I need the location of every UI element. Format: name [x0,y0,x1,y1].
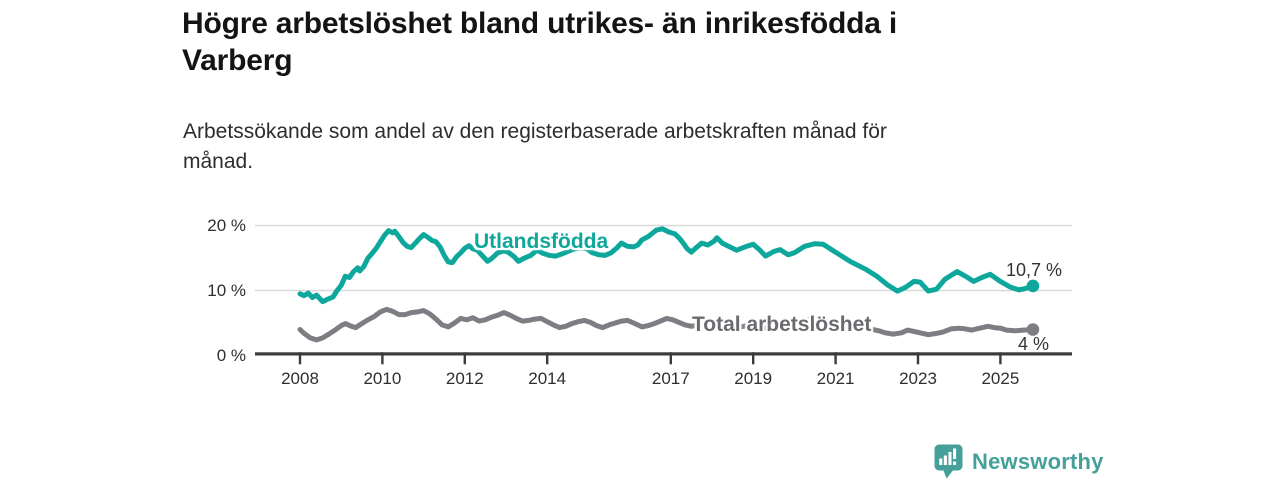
newsworthy-logo: Newsworthy [934,444,1104,480]
x-axis-tick-label: 2023 [899,369,937,388]
y-axis-tick-label: 10 % [207,280,246,300]
x-axis-tick-label: 2019 [734,369,773,388]
series-label-utlandsfodda: Utlandsfödda [474,230,609,253]
page-title: Högre arbetslöshet bland utrikes- än inr… [182,5,1082,79]
chart-subtitle-line-2: månad. [183,150,254,173]
chart-subtitle: Arbetssökande som andel av den registerb… [183,117,1083,177]
y-axis-tick-label: 0 % [216,345,246,365]
x-axis-tick-label: 2012 [445,369,484,388]
page-title-line-1: Högre arbetslöshet bland utrikes- än inr… [182,7,897,40]
x-axis-tick-label: 2014 [528,369,567,388]
x-axis-tick-label: 2025 [981,369,1020,388]
page-title-line-2: Varberg [182,44,293,77]
end-value-label-utlandsfodda: 10,7 % [1006,260,1063,280]
end-value-label-total: 4 % [1018,334,1050,354]
x-axis-tick-label: 2010 [363,369,402,388]
newsworthy-speech-bubble-bar-chart-icon [934,444,963,479]
x-axis-tick-label: 2017 [651,369,690,388]
y-axis-tick-label: 20 % [207,215,246,235]
x-axis-tick-label: 2008 [281,369,319,388]
x-axis-tick-label: 2021 [816,369,855,388]
newsworthy-logo-text: Newsworthy [972,449,1104,474]
series-label-total-arbetsloshet: Total arbetslöshet [692,313,872,336]
chart-subtitle-line-1: Arbetssökande som andel av den registerb… [183,120,887,143]
